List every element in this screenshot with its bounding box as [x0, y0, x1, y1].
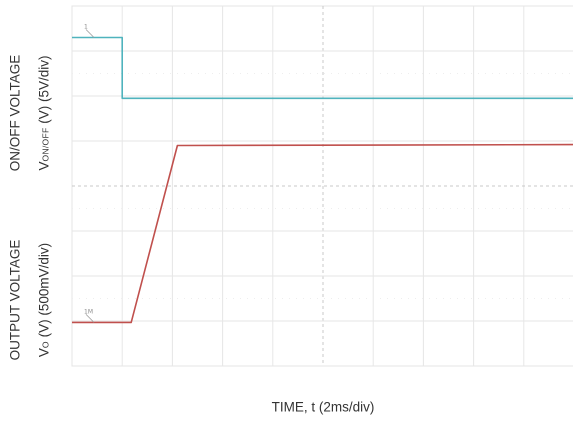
trace-marker-label: 1M [84, 308, 93, 315]
y-axis-label-on-off-unit: VON/OFF (V) (5V/div) [37, 56, 52, 171]
on-off-subscript: ON/OFF [40, 127, 51, 162]
trace-marker-leader [85, 29, 95, 38]
output-symbol: V [36, 348, 52, 358]
on-off-scale: (V) (5V/div) [36, 55, 52, 128]
on-off-symbol: V [36, 161, 52, 171]
x-axis-label: TIME, t (2ms/div) [271, 399, 375, 415]
series-trace-2 [72, 143, 573, 324]
series-trace-1 [72, 36, 573, 100]
trace-marker-label: 1 [84, 24, 88, 31]
y-axis-label-on-off-title: ON/OFF VOLTAGE [7, 54, 23, 172]
trace-marker-leader [85, 314, 95, 323]
output-subscript: O [40, 341, 51, 349]
output-scale: (V) (500mV/div) [36, 242, 52, 342]
y-axis-label-output-unit: VO (V) (500mV/div) [37, 243, 52, 357]
y-axis-label-output-title: OUTPUT VOLTAGE [7, 239, 23, 361]
